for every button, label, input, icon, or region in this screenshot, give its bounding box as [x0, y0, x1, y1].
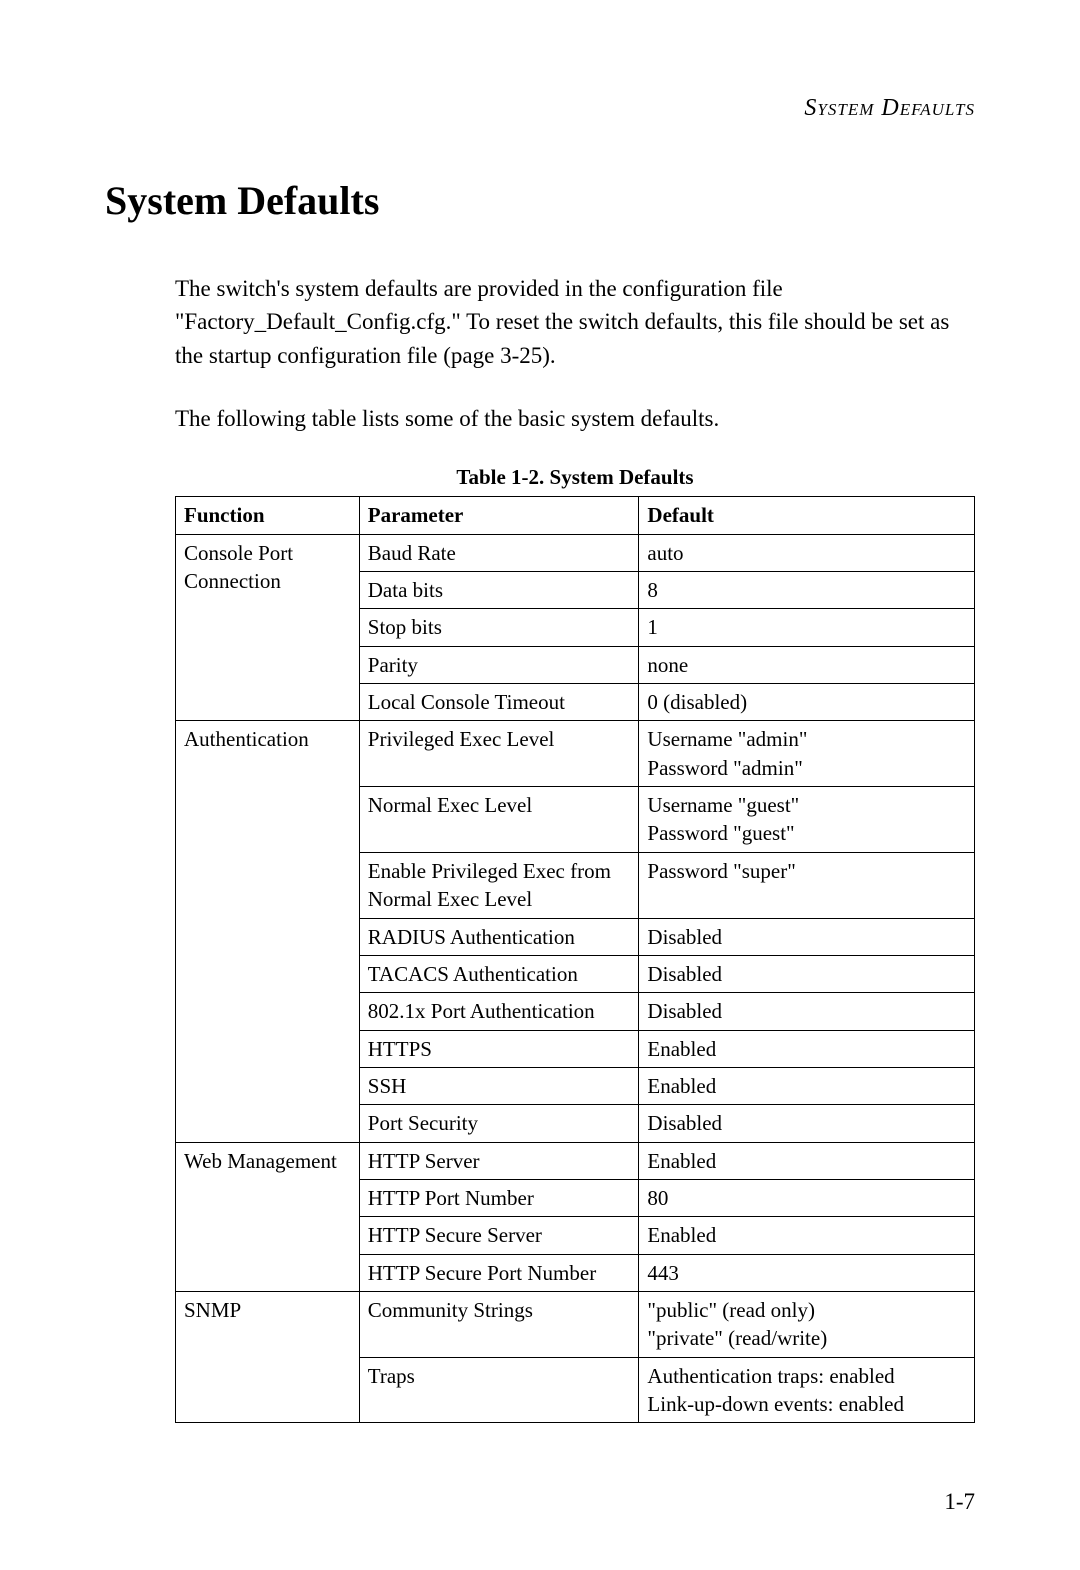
default-cell: 80: [639, 1179, 975, 1216]
default-cell: Enabled: [639, 1030, 975, 1067]
param-cell: Stop bits: [359, 609, 639, 646]
param-cell: Data bits: [359, 572, 639, 609]
default-cell: 0 (disabled): [639, 684, 975, 721]
param-cell: HTTP Server: [359, 1142, 639, 1179]
param-cell: HTTP Secure Server: [359, 1217, 639, 1254]
col-parameter: Parameter: [359, 497, 639, 534]
default-cell: 443: [639, 1254, 975, 1291]
default-cell: Disabled: [639, 918, 975, 955]
param-cell: TACACS Authentication: [359, 955, 639, 992]
param-cell: Traps: [359, 1357, 639, 1423]
default-cell: Disabled: [639, 1105, 975, 1142]
param-cell: Normal Exec Level: [359, 787, 639, 853]
param-cell: HTTP Secure Port Number: [359, 1254, 639, 1291]
table-caption: Table 1-2. System Defaults: [175, 465, 975, 490]
default-cell: none: [639, 646, 975, 683]
param-cell: Parity: [359, 646, 639, 683]
intro-paragraph-1: The switch's system defaults are provide…: [175, 272, 975, 372]
default-cell: Authentication traps: enabledLink-up-dow…: [639, 1357, 975, 1423]
default-cell: Username "guest"Password "guest": [639, 787, 975, 853]
content-block: The switch's system defaults are provide…: [105, 272, 975, 1423]
param-cell: Community Strings: [359, 1291, 639, 1357]
default-cell: Disabled: [639, 955, 975, 992]
page-number: 1-7: [944, 1489, 975, 1515]
default-cell: Enabled: [639, 1217, 975, 1254]
default-cell: auto: [639, 534, 975, 571]
table-row: Authentication Privileged Exec Level Use…: [176, 721, 975, 787]
function-cell: Web Management: [176, 1142, 360, 1291]
default-cell: Enabled: [639, 1142, 975, 1179]
param-cell: RADIUS Authentication: [359, 918, 639, 955]
table-row: Console Port Connection Baud Rate auto: [176, 534, 975, 571]
table-row: Web Management HTTP Server Enabled: [176, 1142, 975, 1179]
default-cell: 1: [639, 609, 975, 646]
default-cell: 8: [639, 572, 975, 609]
param-cell: Local Console Timeout: [359, 684, 639, 721]
running-header: System Defaults: [105, 95, 975, 122]
param-cell: Enable Privileged Exec from Normal Exec …: [359, 852, 639, 918]
param-cell: Baud Rate: [359, 534, 639, 571]
default-cell: Password "super": [639, 852, 975, 918]
intro-paragraph-2: The following table lists some of the ba…: [175, 402, 975, 435]
table-row: SNMP Community Strings "public" (read on…: [176, 1291, 975, 1357]
system-defaults-table: Function Parameter Default Console Port …: [175, 496, 975, 1423]
default-cell: Enabled: [639, 1067, 975, 1104]
param-cell: HTTP Port Number: [359, 1179, 639, 1216]
default-cell: Username "admin"Password "admin": [639, 721, 975, 787]
default-cell: "public" (read only)"private" (read/writ…: [639, 1291, 975, 1357]
param-cell: 802.1x Port Authentication: [359, 993, 639, 1030]
param-cell: Privileged Exec Level: [359, 721, 639, 787]
param-cell: SSH: [359, 1067, 639, 1104]
param-cell: HTTPS: [359, 1030, 639, 1067]
table-header-row: Function Parameter Default: [176, 497, 975, 534]
col-default: Default: [639, 497, 975, 534]
col-function: Function: [176, 497, 360, 534]
default-cell: Disabled: [639, 993, 975, 1030]
param-cell: Port Security: [359, 1105, 639, 1142]
page-title: System Defaults: [105, 177, 975, 224]
function-cell: SNMP: [176, 1291, 360, 1422]
function-cell: Authentication: [176, 721, 360, 1142]
function-cell: Console Port Connection: [176, 534, 360, 721]
